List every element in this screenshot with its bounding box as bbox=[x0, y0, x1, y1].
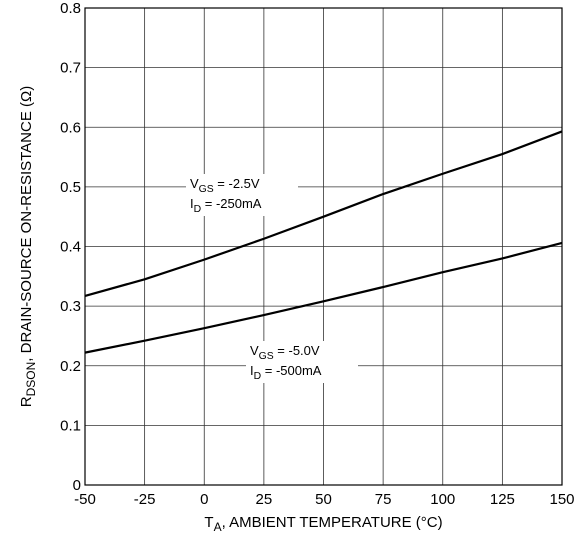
x-tick-label: 0 bbox=[200, 491, 208, 508]
x-tick-label: 25 bbox=[256, 491, 273, 508]
line bbox=[84, 241, 563, 354]
x-axis-label-sub: A bbox=[214, 520, 222, 534]
y-axis-label-rest: , DRAIN-SOURCE ON-RESISTANCE (Ω) bbox=[18, 86, 35, 362]
annotation: ID = -250mA bbox=[190, 196, 262, 215]
y-axis-label-sub: DSON bbox=[24, 362, 38, 397]
annotation-sub: D bbox=[254, 371, 262, 382]
annotation-sub: GS bbox=[199, 184, 214, 195]
x-tick-label: 125 bbox=[490, 491, 515, 508]
x-tick-label: 100 bbox=[430, 491, 455, 508]
annotation-rest: = -500mA bbox=[261, 363, 322, 378]
y-tick-label: 0.2 bbox=[60, 358, 81, 375]
annotation-rest: = -2.5V bbox=[214, 176, 260, 191]
x-axis-label-rest: , AMBIENT TEMPERATURE (°C) bbox=[222, 514, 443, 531]
line bbox=[84, 130, 563, 298]
annotation: ID = -500mA bbox=[250, 363, 322, 382]
y-tick-label: 0.1 bbox=[60, 417, 81, 434]
y-tick-label: 0.4 bbox=[60, 239, 81, 256]
y-tick-label: 0.6 bbox=[60, 119, 81, 136]
y-tick-label: 0.7 bbox=[60, 60, 81, 77]
annotation-main: I bbox=[190, 196, 194, 211]
y-axis-label: RDSON, DRAIN-SOURCE ON-RESISTANCE (Ω) bbox=[18, 86, 38, 407]
annotation-main: I bbox=[250, 363, 254, 378]
annotation-rest: = -5.0V bbox=[274, 343, 320, 358]
x-axis-label: TA, AMBIENT TEMPERATURE (°C) bbox=[204, 514, 442, 534]
x-tick-label: 150 bbox=[549, 491, 574, 508]
annotation-bg bbox=[186, 174, 298, 216]
annotation-sub: GS bbox=[259, 351, 274, 362]
annotation-main: V bbox=[190, 176, 199, 191]
y-axis-label-main: R bbox=[18, 396, 35, 407]
y-tick-label: 0.8 bbox=[60, 0, 81, 17]
y-tick-label: 0 bbox=[73, 477, 81, 494]
annotation-sub: D bbox=[194, 204, 202, 215]
annotation-rest: = -250mA bbox=[201, 196, 262, 211]
annotation: VGS = -2.5V bbox=[190, 176, 260, 195]
annotation: VGS = -5.0V bbox=[250, 343, 320, 362]
y-tick-label: 0.5 bbox=[60, 179, 81, 196]
x-tick-label: -25 bbox=[134, 491, 156, 508]
x-tick-label: 50 bbox=[315, 491, 332, 508]
y-tick-label: 0.3 bbox=[60, 298, 81, 315]
x-tick-label: 75 bbox=[375, 491, 392, 508]
annotation-bg bbox=[246, 341, 358, 383]
x-tick-label: -50 bbox=[74, 491, 96, 508]
plot-frame bbox=[84, 7, 563, 486]
x-axis-label-main: T bbox=[204, 514, 213, 531]
annotation-main: V bbox=[250, 343, 259, 358]
